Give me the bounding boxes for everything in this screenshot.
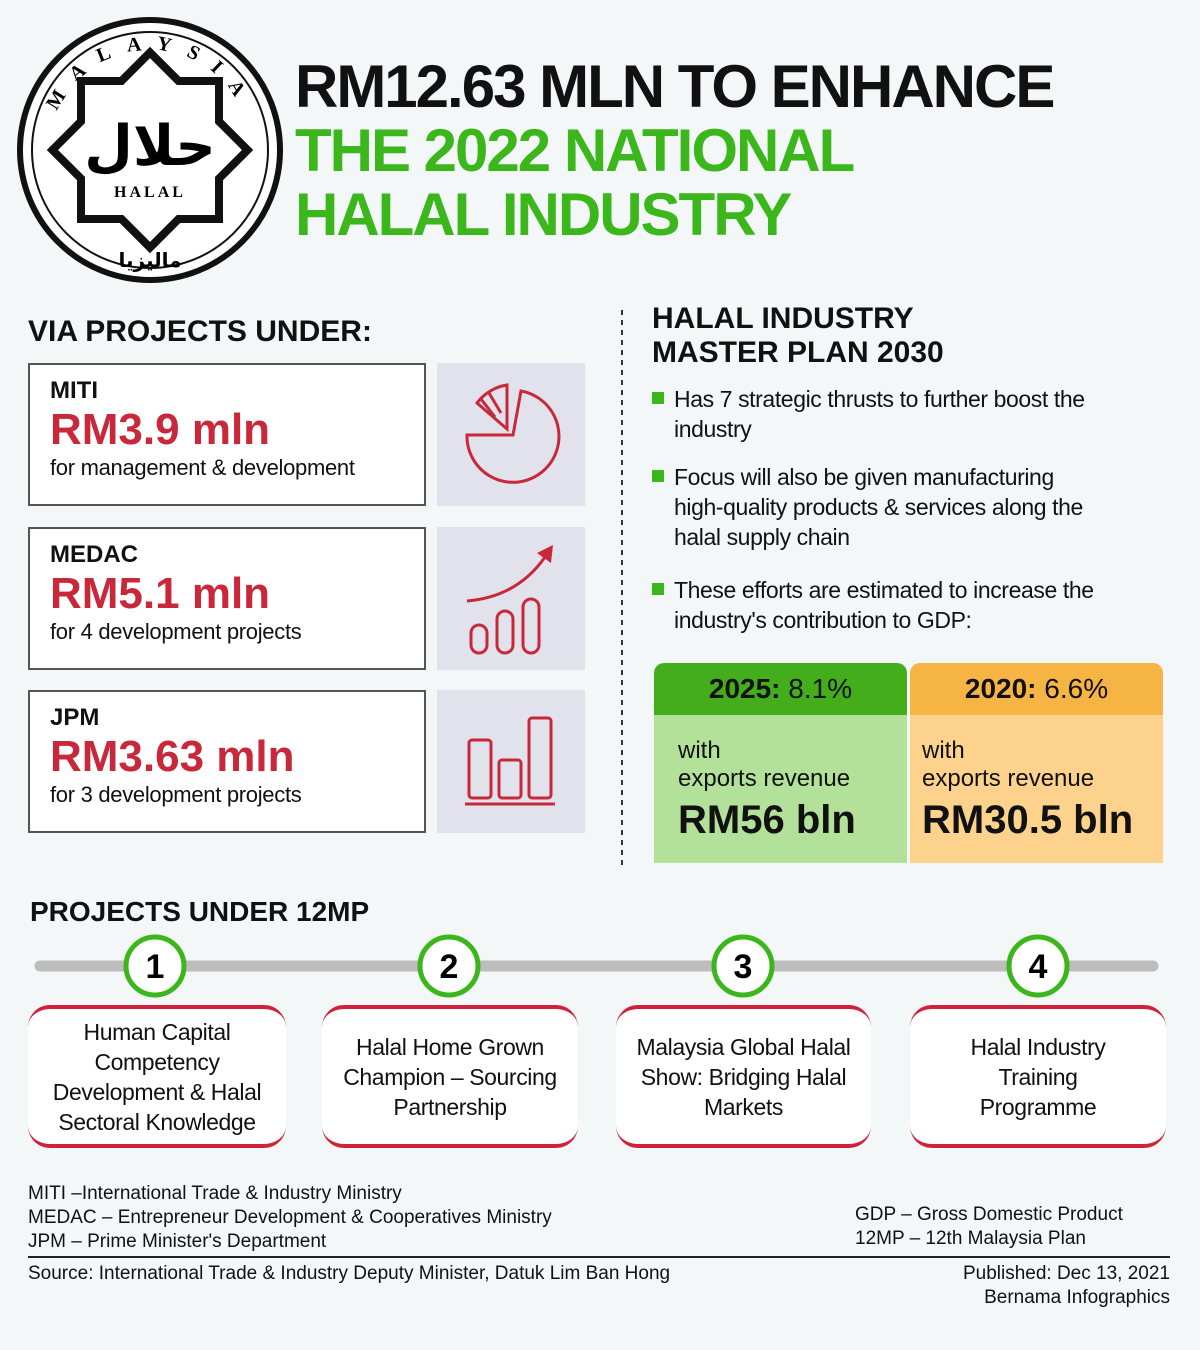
abbreviation: MITI –International Trade & Industry Min… bbox=[28, 1183, 402, 1204]
step-card: Human Capital Competency Development & H… bbox=[28, 1005, 286, 1148]
credit: Bernama Infographics bbox=[984, 1287, 1170, 1308]
title-line: HALAL INDUSTRY bbox=[295, 181, 792, 248]
purpose: for 3 development projects bbox=[50, 782, 302, 807]
step-card: Halal Home Grown Champion – Sourcing Par… bbox=[322, 1005, 578, 1148]
published: Published: Dec 13, 2021 bbox=[962, 1263, 1170, 1284]
card-with: with bbox=[678, 737, 721, 764]
step-label: Malaysia Global Halal Show: Bridging Hal… bbox=[636, 1033, 851, 1120]
title-line: RM12.63 MLN TO ENHANCE bbox=[295, 53, 1055, 120]
source: Source: International Trade & Industry D… bbox=[28, 1263, 671, 1284]
twelve-mp-heading: PROJECTS UNDER 12MP bbox=[30, 896, 370, 927]
card-value: 8.1% bbox=[788, 673, 853, 704]
project-box: JPM RM3.63 mln for 3 development project… bbox=[28, 690, 426, 833]
card-header: 2025: 8.1% bbox=[654, 663, 907, 715]
icon-panel bbox=[437, 363, 585, 506]
heading-line: HALAL INDUSTRY bbox=[652, 302, 914, 335]
abbreviations: MITI –International Trade & Industry Min… bbox=[28, 1182, 552, 1254]
bullet: Has 7 strategic thrusts to further boost… bbox=[652, 384, 1092, 444]
footer-rule bbox=[28, 1256, 1170, 1258]
card-value: 6.6% bbox=[1044, 673, 1109, 704]
step-number: 3 bbox=[734, 948, 753, 986]
icon-panel bbox=[437, 690, 585, 833]
logo-bottom-text: ماليزيا bbox=[118, 248, 181, 272]
logo-arabic: حلال bbox=[84, 114, 215, 179]
bullet: These efforts are estimated to increase … bbox=[652, 575, 1102, 635]
project-box: MITI RM3.9 mln for management & developm… bbox=[28, 363, 426, 506]
card-amount: RM30.5 bln bbox=[922, 798, 1134, 842]
card-with: with bbox=[922, 737, 965, 764]
card-body: with exports revenue RM30.5 bln bbox=[910, 715, 1163, 863]
halal-logo: MALAYSIA حلال HALAL ماليزيا bbox=[17, 17, 283, 283]
abbreviation: MEDAC – Entrepreneur Development & Coope… bbox=[28, 1207, 552, 1228]
bar-icon bbox=[465, 716, 555, 806]
step-label: Human Capital Competency Development & H… bbox=[52, 1018, 262, 1135]
card-year: 2025: bbox=[708, 673, 781, 704]
step-number: 4 bbox=[1029, 948, 1048, 986]
title-line: THE 2022 NATIONAL bbox=[295, 117, 855, 184]
card-year: 2020: bbox=[964, 673, 1037, 704]
pie-icon bbox=[465, 383, 561, 484]
card-header: 2020: 6.6% bbox=[910, 663, 1163, 715]
abbreviations: GDP – Gross Domestic Product 12MP – 12th… bbox=[855, 1203, 1123, 1251]
step-label: Halal Industry Training Programme bbox=[970, 1033, 1106, 1120]
step-circle bbox=[1006, 934, 1070, 998]
project-box: MEDAC RM5.1 mln for 4 development projec… bbox=[28, 527, 426, 670]
step-card: Halal Industry Training Programme bbox=[910, 1005, 1166, 1148]
purpose: for 4 development projects bbox=[50, 619, 302, 644]
abbreviation: GDP – Gross Domestic Product bbox=[855, 1204, 1123, 1225]
step-number: 1 bbox=[146, 948, 165, 986]
projects-heading: VIA PROJECTS UNDER: bbox=[28, 315, 372, 348]
abbreviation: JPM – Prime Minister's Department bbox=[28, 1231, 327, 1252]
step-label: Halal Home Grown Champion – Sourcing Par… bbox=[343, 1033, 557, 1120]
step-number: 2 bbox=[440, 948, 459, 986]
masterplan-heading: HALAL INDUSTRY MASTER PLAN 2030 bbox=[652, 302, 944, 370]
step-circle bbox=[123, 934, 187, 998]
agency: MITI bbox=[50, 377, 98, 404]
step-circle bbox=[711, 934, 775, 998]
agency: MEDAC bbox=[50, 541, 138, 568]
logo-inner-ring bbox=[31, 31, 269, 269]
step-circle bbox=[417, 934, 481, 998]
abbreviation: 12MP – 12th Malaysia Plan bbox=[855, 1228, 1086, 1249]
card-amount: RM56 bln bbox=[678, 798, 856, 842]
bullet: Focus will also be given manufacturing h… bbox=[652, 462, 1092, 552]
icon-panel bbox=[437, 527, 585, 670]
card-body: with exports revenue RM56 bln bbox=[654, 715, 907, 863]
card-exports: exports revenue bbox=[678, 765, 851, 792]
divider bbox=[621, 310, 623, 866]
growth-icon bbox=[466, 545, 553, 655]
timeline: 1 2 3 4 bbox=[34, 934, 1159, 998]
step-card: Malaysia Global Halal Show: Bridging Hal… bbox=[616, 1005, 871, 1148]
amount: RM3.63 mln bbox=[50, 732, 295, 781]
agency: JPM bbox=[50, 704, 100, 731]
amount: RM5.1 mln bbox=[50, 569, 271, 618]
logo-label: HALAL bbox=[114, 184, 186, 201]
amount: RM3.9 mln bbox=[50, 405, 271, 454]
purpose: for management & development bbox=[50, 455, 355, 480]
heading-line: MASTER PLAN 2030 bbox=[652, 336, 944, 369]
publication: Published: Dec 13, 2021 Bernama Infograp… bbox=[963, 1262, 1170, 1310]
card-exports: exports revenue bbox=[922, 765, 1095, 792]
